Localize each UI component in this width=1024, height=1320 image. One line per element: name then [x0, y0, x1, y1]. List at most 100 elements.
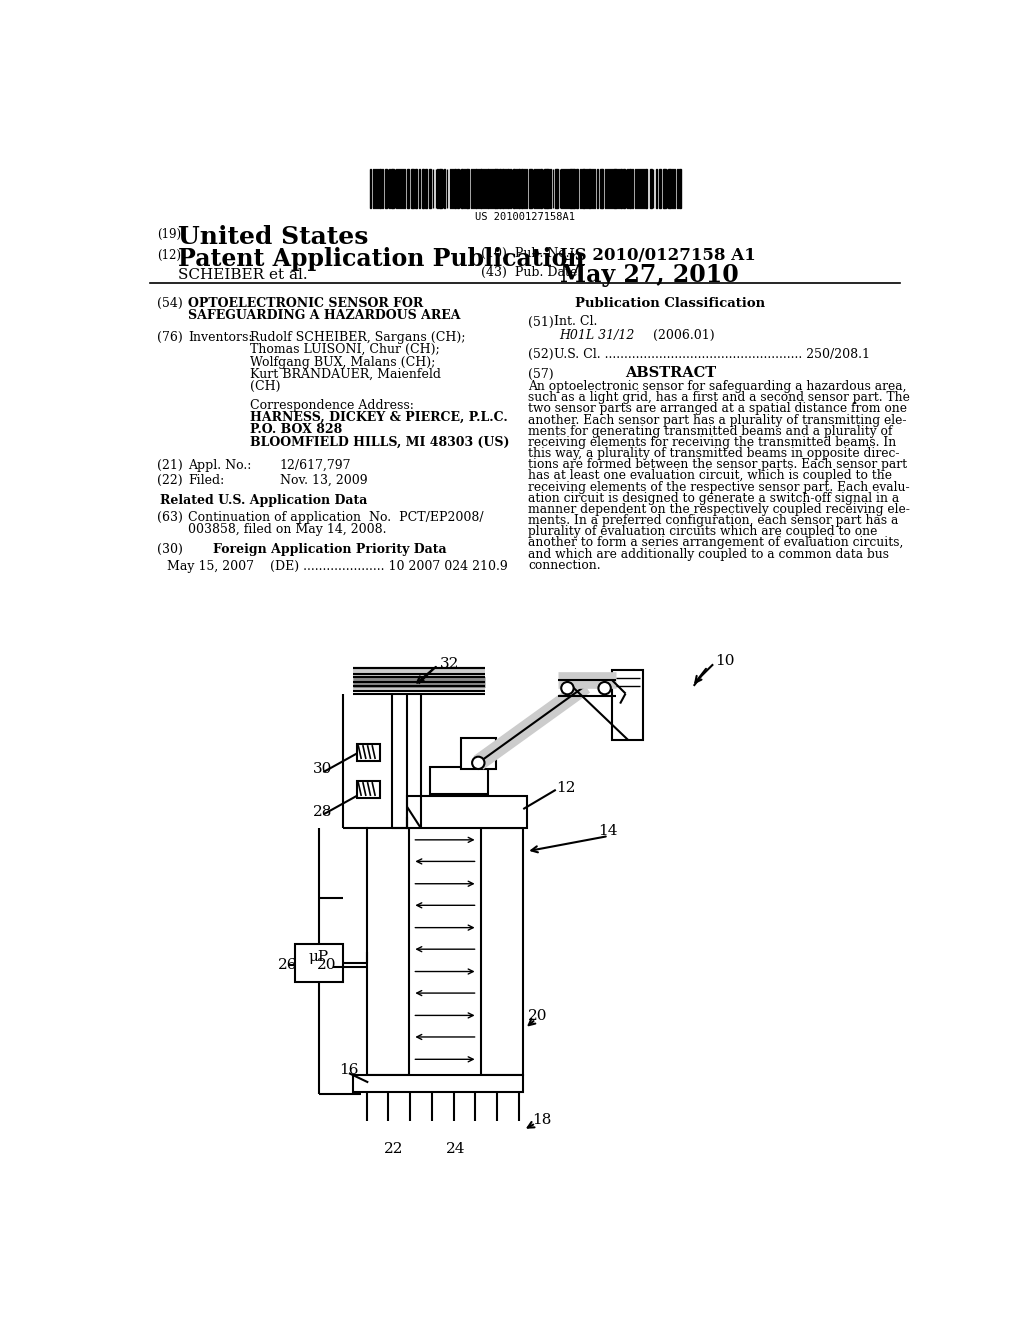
Text: ments. In a preferred configuration, each sensor part has a: ments. In a preferred configuration, eac…	[528, 515, 898, 527]
Text: (2006.01): (2006.01)	[653, 330, 715, 342]
Bar	[540, 169, 542, 207]
Bar	[649, 169, 652, 207]
Text: tions are formed between the sensor parts. Each sensor part: tions are formed between the sensor part…	[528, 458, 907, 471]
Bar	[544, 169, 547, 207]
Bar	[547, 169, 549, 207]
Text: Inventors:: Inventors:	[188, 331, 253, 345]
Text: An optoelectronic sensor for safeguarding a hazardous area,: An optoelectronic sensor for safeguardin…	[528, 380, 906, 393]
Text: (54): (54)	[158, 297, 183, 310]
Bar	[295, 944, 343, 982]
Text: (76): (76)	[158, 331, 183, 345]
Bar	[407, 796, 527, 829]
Text: receiving elements for receiving the transmitted beams. In: receiving elements for receiving the tra…	[528, 436, 896, 449]
Bar	[529, 169, 531, 207]
Text: Publication Classification: Publication Classification	[575, 297, 766, 310]
Bar	[583, 169, 584, 207]
Bar	[566, 169, 568, 207]
Bar	[486, 169, 489, 207]
Text: Correspondence Address:: Correspondence Address:	[251, 399, 415, 412]
Text: Related U.S. Application Data: Related U.S. Application Data	[160, 494, 368, 507]
Text: United States: United States	[178, 224, 369, 248]
Bar	[665, 169, 666, 207]
Bar	[401, 169, 403, 207]
Text: 22: 22	[384, 1143, 403, 1156]
Text: connection.: connection.	[528, 558, 600, 572]
Bar	[471, 169, 472, 207]
Text: 12/617,797: 12/617,797	[280, 459, 351, 471]
Text: (21): (21)	[158, 459, 183, 471]
Text: H01L 31/12: H01L 31/12	[559, 330, 634, 342]
Text: Wolfgang BUX, Malans (CH);: Wolfgang BUX, Malans (CH);	[251, 355, 436, 368]
Text: (10)  Pub. No.:: (10) Pub. No.:	[480, 247, 573, 260]
Bar	[589, 169, 591, 207]
Text: 26: 26	[278, 958, 297, 972]
Bar	[536, 169, 538, 207]
Bar	[475, 169, 477, 207]
Bar	[604, 169, 606, 207]
Text: Rudolf SCHEIBER, Sargans (CH);: Rudolf SCHEIBER, Sargans (CH);	[251, 331, 466, 345]
Text: Thomas LUISONI, Chur (CH);: Thomas LUISONI, Chur (CH);	[251, 343, 440, 356]
Text: Filed:: Filed:	[188, 474, 224, 487]
Bar	[555, 169, 557, 207]
Text: 24: 24	[445, 1143, 465, 1156]
Bar	[455, 169, 456, 207]
Bar	[563, 169, 564, 207]
Bar	[597, 169, 598, 207]
Text: 32: 32	[439, 657, 459, 672]
Bar	[569, 169, 570, 207]
Text: ments for generating transmitted beams and a plurality of: ments for generating transmitted beams a…	[528, 425, 892, 438]
Text: (51): (51)	[528, 315, 554, 329]
Bar	[624, 169, 625, 207]
Bar	[356, 743, 380, 760]
Text: 18: 18	[532, 1113, 552, 1127]
Text: (43)  Pub. Date:: (43) Pub. Date:	[480, 267, 582, 280]
Bar	[450, 169, 452, 207]
Text: such as a light grid, has a first and a second sensor part. The: such as a light grid, has a first and a …	[528, 391, 909, 404]
Text: Foreign Application Priority Data: Foreign Application Priority Data	[213, 544, 446, 557]
Text: (30): (30)	[158, 544, 183, 557]
Bar	[621, 169, 622, 207]
Bar	[352, 668, 484, 692]
Text: Appl. No.:: Appl. No.:	[188, 459, 252, 471]
Text: another. Each sensor part has a plurality of transmitting ele-: another. Each sensor part has a pluralit…	[528, 413, 906, 426]
Bar	[505, 169, 506, 207]
Bar	[635, 169, 636, 207]
Text: this way, a plurality of transmitted beams in opposite direc-: this way, a plurality of transmitted bea…	[528, 447, 899, 461]
Bar	[571, 169, 573, 207]
Bar	[480, 829, 523, 1074]
Text: 10: 10	[715, 653, 734, 668]
Bar	[367, 829, 410, 1074]
Text: (19): (19)	[158, 227, 181, 240]
Text: May 15, 2007    (DE) ..................... 10 2007 024 210.9: May 15, 2007 (DE) ..................... …	[167, 561, 508, 573]
Bar	[643, 169, 644, 207]
Bar	[379, 169, 381, 207]
Bar	[658, 169, 662, 207]
Bar	[669, 169, 671, 207]
Bar	[674, 169, 675, 207]
Text: manner dependent on the respectively coupled receiving ele-: manner dependent on the respectively cou…	[528, 503, 909, 516]
Text: 16: 16	[339, 1063, 358, 1077]
Text: Kurt BRANDAUER, Maienfeld: Kurt BRANDAUER, Maienfeld	[251, 368, 441, 381]
Text: SCHEIBER et al.: SCHEIBER et al.	[178, 268, 308, 281]
Text: (57): (57)	[528, 368, 554, 381]
Bar	[679, 169, 681, 207]
Bar	[461, 169, 463, 207]
Text: (22): (22)	[158, 474, 183, 487]
Text: 28: 28	[312, 805, 332, 820]
Text: 14: 14	[598, 825, 617, 838]
Bar	[477, 169, 479, 207]
Text: plurality of evaluation circuits which are coupled to one: plurality of evaluation circuits which a…	[528, 525, 878, 539]
Bar	[373, 169, 375, 207]
Bar	[458, 169, 459, 207]
Text: May 27, 2010: May 27, 2010	[560, 263, 738, 288]
Bar	[425, 169, 427, 207]
Circle shape	[598, 682, 611, 694]
Text: (CH): (CH)	[251, 380, 281, 393]
Circle shape	[472, 756, 484, 770]
Bar	[429, 169, 431, 207]
Bar	[612, 671, 643, 739]
Text: HARNESS, DICKEY & PIERCE, P.L.C.: HARNESS, DICKEY & PIERCE, P.L.C.	[251, 411, 508, 424]
Bar	[503, 169, 504, 207]
Bar	[356, 780, 380, 797]
Bar	[461, 738, 496, 770]
